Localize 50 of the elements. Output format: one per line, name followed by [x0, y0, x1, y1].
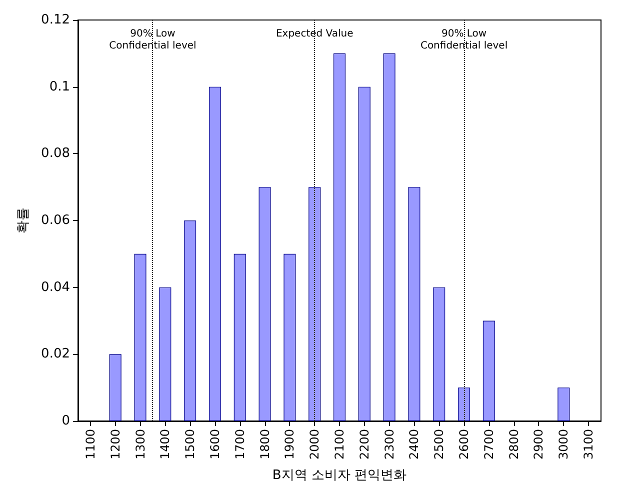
y-axis-title: 확률: [16, 208, 31, 234]
x-tick-label: 1700: [232, 429, 247, 460]
bar: [558, 388, 570, 421]
x-tick-label: 1400: [158, 429, 172, 460]
y-tick-label: 0.1: [49, 79, 70, 94]
bar: [408, 187, 420, 421]
bar: [234, 254, 246, 421]
bar: [358, 86, 370, 421]
bar: [258, 187, 271, 421]
bar: [284, 254, 296, 421]
ref-line-label: Expected Value: [276, 28, 354, 40]
bar: [482, 320, 495, 421]
bar: [383, 53, 396, 421]
ref-line-label: 90% Low Confidential level: [420, 28, 508, 52]
bar: [458, 388, 470, 421]
bar: [109, 354, 122, 421]
x-tick-label: 1500: [183, 429, 198, 460]
y-tick-label: 0.08: [41, 146, 70, 162]
bar: [184, 220, 196, 421]
x-tick-label: 1200: [108, 429, 122, 460]
x-tick-label: 2100: [332, 429, 346, 460]
x-tick-label: 1600: [208, 429, 222, 460]
bar: [308, 187, 321, 421]
x-tick-label: 1800: [258, 429, 272, 460]
x-tick-label: 1100: [83, 429, 98, 460]
x-tick-label: 2700: [482, 429, 496, 460]
y-tick-label: 0.12: [41, 12, 70, 28]
bar: [159, 287, 172, 421]
y-tick-label: 0.02: [41, 346, 70, 362]
x-tick-label: 3100: [582, 429, 596, 460]
y-tick-label: 0.06: [41, 213, 70, 228]
x-tick-label: 2400: [407, 429, 422, 460]
y-tick-label: 0: [62, 414, 70, 428]
x-tick-label: 2800: [506, 429, 521, 460]
x-tick-label: 2300: [382, 429, 396, 460]
x-tick-label: 2200: [357, 429, 372, 460]
bar: [334, 53, 346, 421]
bar: [208, 86, 221, 421]
ref-line-label: 90% Low Confidential level: [109, 28, 196, 52]
bar: [433, 287, 446, 421]
y-tick-label: 0.04: [41, 280, 70, 295]
x-tick-label: 2900: [532, 429, 546, 460]
x-tick-label: 2600: [457, 429, 472, 460]
x-tick-label: 3000: [556, 429, 571, 460]
x-tick-label: 2000: [308, 429, 322, 460]
x-axis-title: B지역 소비자 편익변화: [272, 468, 407, 483]
x-tick-label: 1300: [133, 429, 148, 460]
x-tick-label: 1900: [282, 429, 297, 460]
x-tick-label: 2500: [432, 429, 446, 460]
bar: [134, 254, 146, 421]
